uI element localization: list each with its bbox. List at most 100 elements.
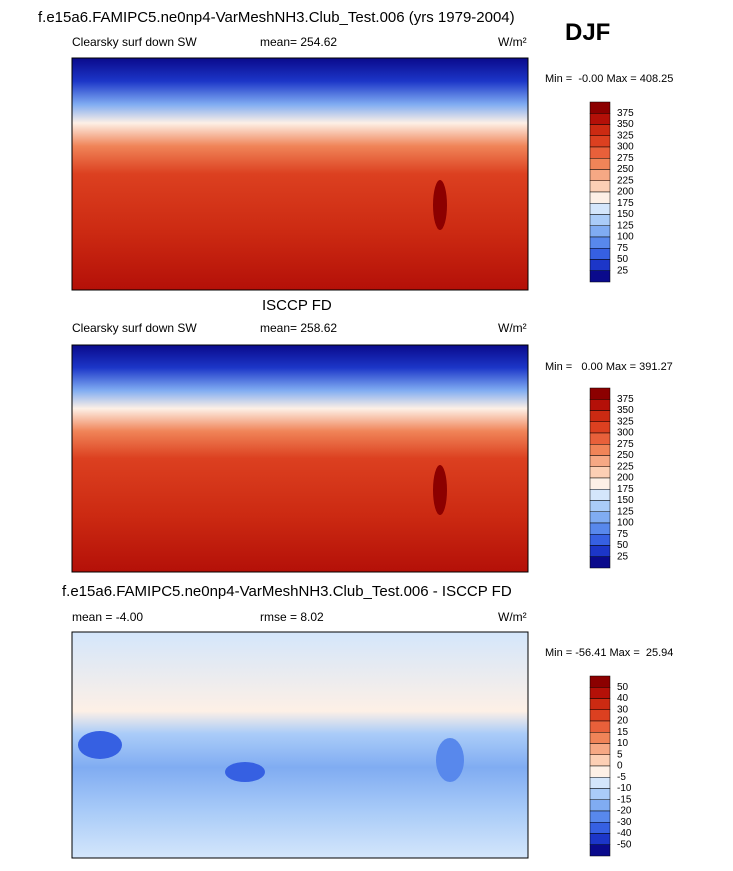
min-max: Min = 0.00 Max = 391.27 xyxy=(545,361,673,373)
panel-label: Clearsky surf down SW xyxy=(72,321,197,335)
colorbar-box xyxy=(589,534,611,546)
colorbar-box xyxy=(589,732,611,744)
colorbar-box xyxy=(589,259,611,271)
colorbar-box xyxy=(589,500,611,512)
panel-heading: ISCCP FD xyxy=(262,297,332,314)
colorbar-label: 225 xyxy=(617,461,634,472)
colorbar-label: 25 xyxy=(617,265,629,276)
colorbar-box xyxy=(589,421,611,434)
colorbar-box xyxy=(589,698,611,710)
colorbar-box xyxy=(589,135,611,148)
colorbar-label: 50 xyxy=(617,540,629,551)
colorbar-label: 175 xyxy=(617,484,634,495)
colorbar-label: 125 xyxy=(617,506,634,517)
colorbar-box xyxy=(589,214,611,226)
colorbar-label: -40 xyxy=(617,828,632,839)
colorbar-label: 10 xyxy=(617,738,629,749)
colorbar-box xyxy=(589,399,611,411)
colorbar-label: 275 xyxy=(617,439,634,450)
colorbar-box xyxy=(589,191,611,204)
colorbar-label: 25 xyxy=(617,551,629,562)
colorbar-box xyxy=(589,788,611,800)
colorbar-label: 200 xyxy=(617,473,634,484)
colorbar-label: 375 xyxy=(617,108,634,119)
colorbar-box xyxy=(589,203,611,215)
colorbar-label: 125 xyxy=(617,220,634,231)
colorbar-box xyxy=(589,511,611,524)
map-feature xyxy=(433,180,447,230)
map xyxy=(71,57,529,291)
colorbar-label: 15 xyxy=(617,727,629,738)
colorbar-label: 325 xyxy=(617,416,634,427)
units: W/m² xyxy=(498,35,527,49)
map-feature xyxy=(433,465,447,515)
colorbar-box xyxy=(589,466,611,479)
colorbar-label: 200 xyxy=(617,187,634,198)
colorbar-label: 100 xyxy=(617,232,634,243)
colorbar-label: 5 xyxy=(617,749,623,760)
min-max: Min = -0.00 Max = 408.25 xyxy=(545,73,673,85)
colorbar-box xyxy=(589,777,611,789)
colorbar-box xyxy=(589,225,611,238)
panel-label: Clearsky surf down SW xyxy=(72,35,197,49)
colorbar-label: 30 xyxy=(617,704,629,715)
units: W/m² xyxy=(498,321,527,335)
colorbar-box xyxy=(589,545,611,557)
colorbar-label: 150 xyxy=(617,495,634,506)
colorbar-box xyxy=(589,844,611,857)
colorbar-label: 300 xyxy=(617,142,634,153)
colorbar-label: 75 xyxy=(617,529,629,540)
mean: mean = -4.00 xyxy=(72,610,143,624)
colorbar-box xyxy=(589,556,611,569)
colorbar-box xyxy=(589,477,611,490)
colorbar-label: -50 xyxy=(617,839,632,850)
colorbar-box xyxy=(589,387,611,400)
colorbar-label: 350 xyxy=(617,405,634,416)
colorbar-label: 250 xyxy=(617,450,634,461)
colorbar-label: 375 xyxy=(617,394,634,405)
rmse: rmse = 8.02 xyxy=(260,610,324,624)
colorbar-label: -10 xyxy=(617,783,632,794)
map xyxy=(71,344,529,573)
colorbar-box xyxy=(589,810,611,823)
colorbar-box xyxy=(589,709,611,722)
colorbar-box xyxy=(589,146,611,159)
colorbar-label: 75 xyxy=(617,243,629,254)
colorbar-label: 275 xyxy=(617,153,634,164)
colorbar-label: 50 xyxy=(617,254,629,265)
figure-title: f.e15a6.FAMIPC5.ne0np4-VarMeshNH3.Club_T… xyxy=(38,9,515,26)
colorbar-box xyxy=(589,489,611,501)
colorbar-box xyxy=(589,270,611,283)
colorbar-box xyxy=(589,822,611,834)
colorbar-box xyxy=(589,124,611,136)
colorbar-label: -5 xyxy=(617,772,626,783)
colorbar-box xyxy=(589,687,611,699)
colorbar-box xyxy=(589,432,611,445)
panel-heading: f.e15a6.FAMIPC5.ne0np4-VarMeshNH3.Club_T… xyxy=(62,583,512,600)
colorbar-label: 50 xyxy=(617,682,629,693)
colorbar-box xyxy=(589,833,611,845)
colorbar-box xyxy=(589,799,611,812)
colorbar: 3753503253002752502252001751501251007550… xyxy=(589,101,634,283)
colorbar-box xyxy=(589,180,611,193)
mean: mean= 254.62 xyxy=(260,35,337,49)
colorbar-label: 225 xyxy=(617,175,634,186)
map-feature xyxy=(78,731,122,759)
colorbar-label: 175 xyxy=(617,198,634,209)
colorbar: 3753503253002752502252001751501251007550… xyxy=(589,387,634,569)
colorbar-box xyxy=(589,101,611,114)
colorbar-box xyxy=(589,236,611,249)
map-feature xyxy=(436,738,464,782)
colorbar-label: -15 xyxy=(617,794,632,805)
colorbar-box xyxy=(589,765,611,778)
colorbar-box xyxy=(589,410,611,422)
colorbar-label: 0 xyxy=(617,761,623,772)
colorbar-label: -30 xyxy=(617,817,632,828)
colorbar-box xyxy=(589,743,611,755)
colorbar-label: 40 xyxy=(617,693,629,704)
units: W/m² xyxy=(498,610,527,624)
colorbar-label: 250 xyxy=(617,164,634,175)
colorbar-box xyxy=(589,675,611,688)
